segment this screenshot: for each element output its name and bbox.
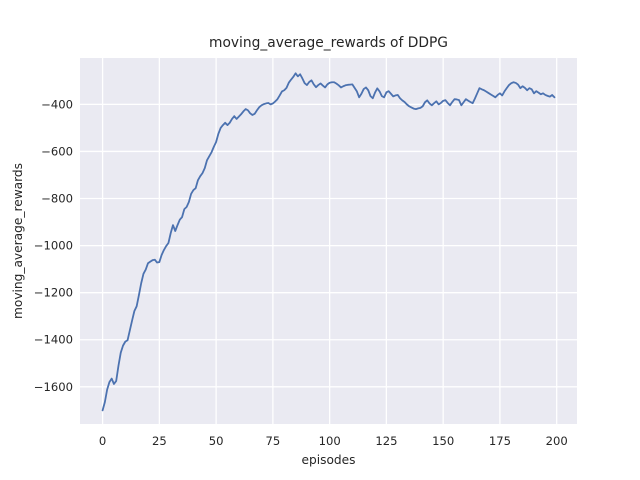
y-tick-label: −1000 [34,239,73,253]
y-axis-label: moving_average_rewards [11,163,25,319]
x-tick-labels: 0 25 50 75 100 125 150 175 200 [99,434,568,448]
x-tick-label: 50 [209,434,224,448]
y-tick-label: −1200 [34,286,73,300]
x-tick-label: 200 [546,434,568,448]
x-tick-label: 25 [152,434,167,448]
y-tick-label: −800 [41,192,73,206]
x-tick-label: 175 [489,434,511,448]
grid-lines [80,58,577,424]
y-tick-labels: −400 −600 −800 −1000 −1200 −1400 −1600 [34,97,73,393]
y-tick-label: −1400 [34,333,73,347]
y-tick-label: −600 [41,144,73,158]
x-tick-label: 100 [319,434,341,448]
x-tick-label: 75 [265,434,280,448]
x-tick-label: 0 [99,434,106,448]
y-tick-label: −1600 [34,380,73,394]
x-axis-label: episodes [301,453,355,467]
y-tick-label: −400 [41,97,73,111]
chart-title: moving_average_rewards of DDPG [209,35,448,51]
plot-area [80,58,577,424]
series-line-moving-average-rewards [101,72,556,412]
x-tick-label: 125 [375,434,397,448]
x-tick-label: 150 [432,434,454,448]
